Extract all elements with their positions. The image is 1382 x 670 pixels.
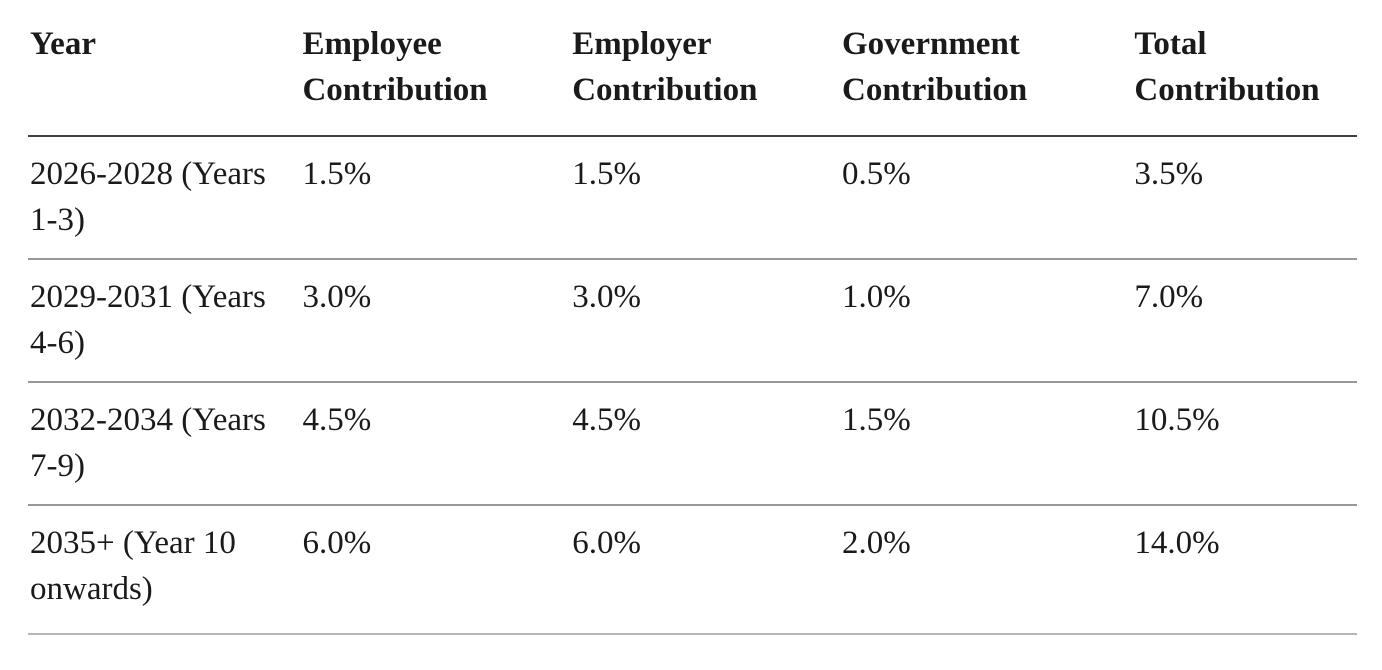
cell-government-contribution: 1.5%	[840, 382, 1133, 506]
cell-total-contribution: 14.0%	[1132, 505, 1357, 635]
cell-government-contribution: 1.0%	[840, 259, 1133, 383]
col-header-total-contribution: Total Contribution	[1132, 0, 1357, 137]
table-container: Year Employee Contribution Employer Cont…	[28, 0, 1357, 635]
cell-employee-contribution: 3.0%	[300, 259, 571, 383]
header-row: Year Employee Contribution Employer Cont…	[28, 0, 1357, 137]
cell-employee-contribution: 6.0%	[300, 505, 571, 635]
col-header-employer-contribution: Employer Contribution	[570, 0, 840, 137]
cell-government-contribution: 0.5%	[840, 136, 1133, 260]
cell-year: 2035+ (Year 10 onwards)	[28, 505, 301, 635]
cell-employee-contribution: 4.5%	[300, 382, 571, 506]
cell-year: 2032-2034 (Years 7-9)	[28, 382, 301, 506]
table-row: 2026-2028 (Years 1-3) 1.5% 1.5% 0.5% 3.5…	[28, 136, 1357, 260]
cell-year: 2026-2028 (Years 1-3)	[28, 136, 301, 260]
cell-employer-contribution: 4.5%	[570, 382, 840, 506]
cell-employer-contribution: 1.5%	[570, 136, 840, 260]
cell-employer-contribution: 6.0%	[570, 505, 840, 635]
table-row: 2032-2034 (Years 7-9) 4.5% 4.5% 1.5% 10.…	[28, 382, 1357, 506]
contribution-schedule-table: Year Employee Contribution Employer Cont…	[28, 0, 1357, 635]
table-row: 2035+ (Year 10 onwards) 6.0% 6.0% 2.0% 1…	[28, 505, 1357, 635]
cell-government-contribution: 2.0%	[840, 505, 1133, 635]
col-header-employee-contribution: Employee Contribution	[300, 0, 571, 137]
col-header-government-contribution: Government Contribution	[840, 0, 1133, 137]
cell-total-contribution: 3.5%	[1132, 136, 1357, 260]
cell-total-contribution: 10.5%	[1132, 382, 1357, 506]
cell-employee-contribution: 1.5%	[300, 136, 571, 260]
cell-employer-contribution: 3.0%	[570, 259, 840, 383]
table-row: 2029-2031 (Years 4-6) 3.0% 3.0% 1.0% 7.0…	[28, 259, 1357, 383]
cell-total-contribution: 7.0%	[1132, 259, 1357, 383]
col-header-year: Year	[28, 0, 301, 137]
cell-year: 2029-2031 (Years 4-6)	[28, 259, 301, 383]
